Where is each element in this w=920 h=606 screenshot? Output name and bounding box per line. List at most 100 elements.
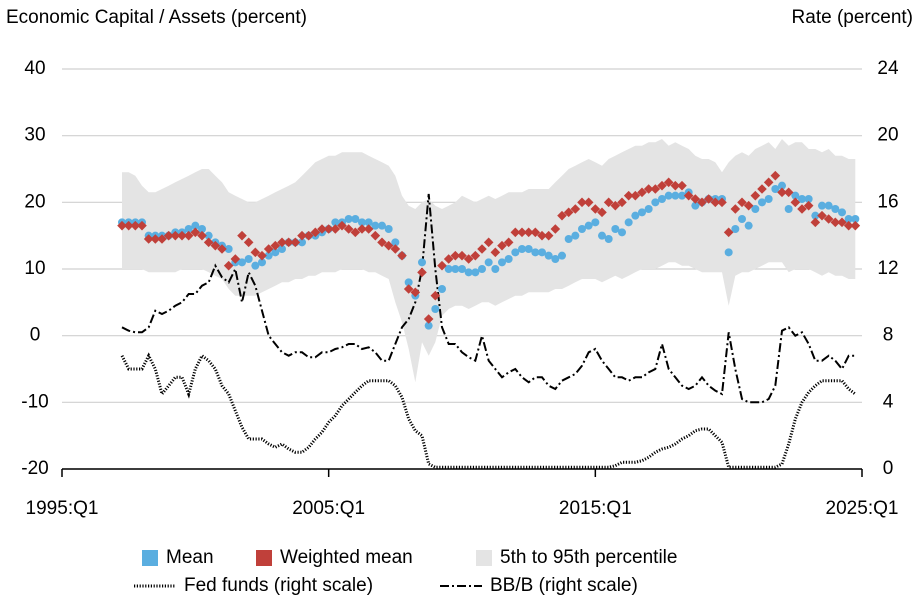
mean-point — [431, 305, 440, 313]
weighted-mean-point — [337, 220, 347, 231]
weighted-mean-point — [303, 230, 314, 241]
mean-point — [244, 255, 253, 263]
weighted-mean-point — [377, 237, 387, 248]
weighted-mean-point — [823, 214, 834, 224]
weighted-mean-point — [717, 197, 727, 208]
weighted-mean-point — [850, 220, 861, 231]
mean-point — [631, 211, 640, 220]
weighted-mean-point — [243, 237, 254, 248]
y-tick-label: 10 — [24, 258, 45, 279]
legend-item: Weighted mean — [256, 547, 413, 568]
weighted-mean-point — [470, 250, 481, 261]
weighted-mean-point — [530, 227, 541, 238]
weighted-mean-point — [543, 230, 554, 241]
mean-point — [618, 228, 626, 237]
weighted-mean-point — [383, 240, 394, 251]
y-tick-label: 30 — [24, 125, 45, 146]
weighted-mean-point — [670, 180, 681, 191]
weighted-mean-point — [157, 234, 167, 244]
mean-point — [378, 221, 386, 230]
legend-item: BB/B (right scale) — [440, 575, 638, 596]
legend-label: Fed funds (right scale) — [184, 575, 373, 596]
mean-point — [784, 205, 793, 213]
mean-point — [651, 198, 660, 207]
mean-point — [751, 205, 760, 213]
weighted-mean-point — [797, 204, 807, 214]
mean-point — [298, 238, 306, 247]
mean-point — [604, 235, 613, 243]
weighted-mean-point — [817, 210, 827, 221]
weighted-mean-point — [757, 184, 767, 194]
plot-area — [117, 139, 861, 469]
y-tick-label: 0 — [30, 325, 41, 346]
weighted-mean-point — [630, 190, 641, 201]
mean-point — [331, 218, 340, 227]
mean-point — [744, 221, 753, 230]
mean-point — [564, 235, 573, 243]
x-tick-label: 2005:Q1 — [292, 498, 365, 519]
weighted-mean-point — [803, 200, 814, 211]
weighted-mean-point — [570, 204, 581, 214]
weighted-mean-point — [343, 224, 354, 234]
legend-item: 5th to 95th percentile — [476, 547, 677, 568]
y2-axis-title: Rate (percent) — [792, 7, 913, 28]
weighted-mean-point — [437, 260, 447, 271]
y2-tick-label: 20 — [877, 125, 898, 146]
mean-point — [491, 265, 500, 273]
weighted-mean-point — [410, 287, 421, 298]
mean-point — [271, 248, 280, 257]
legend-swatch — [476, 550, 492, 566]
weighted-mean-point — [490, 247, 501, 258]
weighted-mean-point — [250, 247, 261, 258]
rate-line — [120, 352, 857, 469]
weighted-mean-point — [423, 314, 434, 324]
weighted-mean-point — [517, 227, 527, 238]
mean-point — [838, 208, 846, 217]
weighted-mean-point — [597, 207, 607, 218]
weighted-mean-point — [550, 224, 561, 234]
mean-point — [671, 191, 680, 200]
rate-line — [121, 193, 856, 404]
y-axis-title: Economic Capital / Assets (percent) — [6, 7, 307, 28]
legend-label: 5th to 95th percentile — [500, 547, 677, 568]
mean-point — [851, 215, 860, 223]
weighted-mean-point — [363, 224, 374, 234]
mean-point — [278, 245, 286, 253]
mean-point — [371, 221, 380, 230]
mean-point — [844, 215, 853, 223]
mean-point — [344, 215, 353, 223]
x-tick-label: 2015:Q1 — [559, 498, 632, 519]
x-tick-label: 1995:Q1 — [26, 498, 99, 519]
weighted-mean-point — [523, 227, 534, 238]
weighted-mean-point — [457, 250, 467, 261]
weighted-mean-point — [210, 240, 221, 251]
weighted-mean-point — [277, 237, 287, 248]
y2-tick-label: 16 — [877, 191, 898, 212]
weighted-mean-point — [723, 227, 734, 238]
mean-point — [438, 285, 446, 293]
mean-point — [551, 255, 560, 263]
weighted-mean-point — [317, 224, 327, 234]
mean-point — [478, 265, 486, 273]
mean-point — [764, 195, 773, 203]
weighted-mean-point — [810, 217, 821, 228]
legend-swatch — [142, 550, 158, 566]
mean-point — [738, 215, 746, 223]
mean-point — [724, 248, 733, 257]
weighted-mean-point — [197, 230, 207, 241]
weighted-mean-point — [137, 220, 147, 231]
y-tick-label: -20 — [21, 458, 48, 479]
mean-point — [524, 245, 533, 253]
mean-point — [664, 191, 673, 200]
weighted-mean-point — [663, 177, 674, 188]
weighted-mean-point — [443, 254, 454, 264]
weighted-mean-point — [403, 284, 414, 294]
x-tick-label: 2025:Q1 — [826, 498, 899, 519]
weighted-mean-point — [677, 180, 687, 191]
weighted-mean-point — [143, 234, 154, 244]
weighted-mean-point — [357, 224, 367, 234]
mean-point — [611, 225, 620, 233]
weighted-mean-point — [297, 230, 307, 241]
mean-point — [831, 205, 840, 213]
weighted-mean-point — [117, 220, 127, 231]
